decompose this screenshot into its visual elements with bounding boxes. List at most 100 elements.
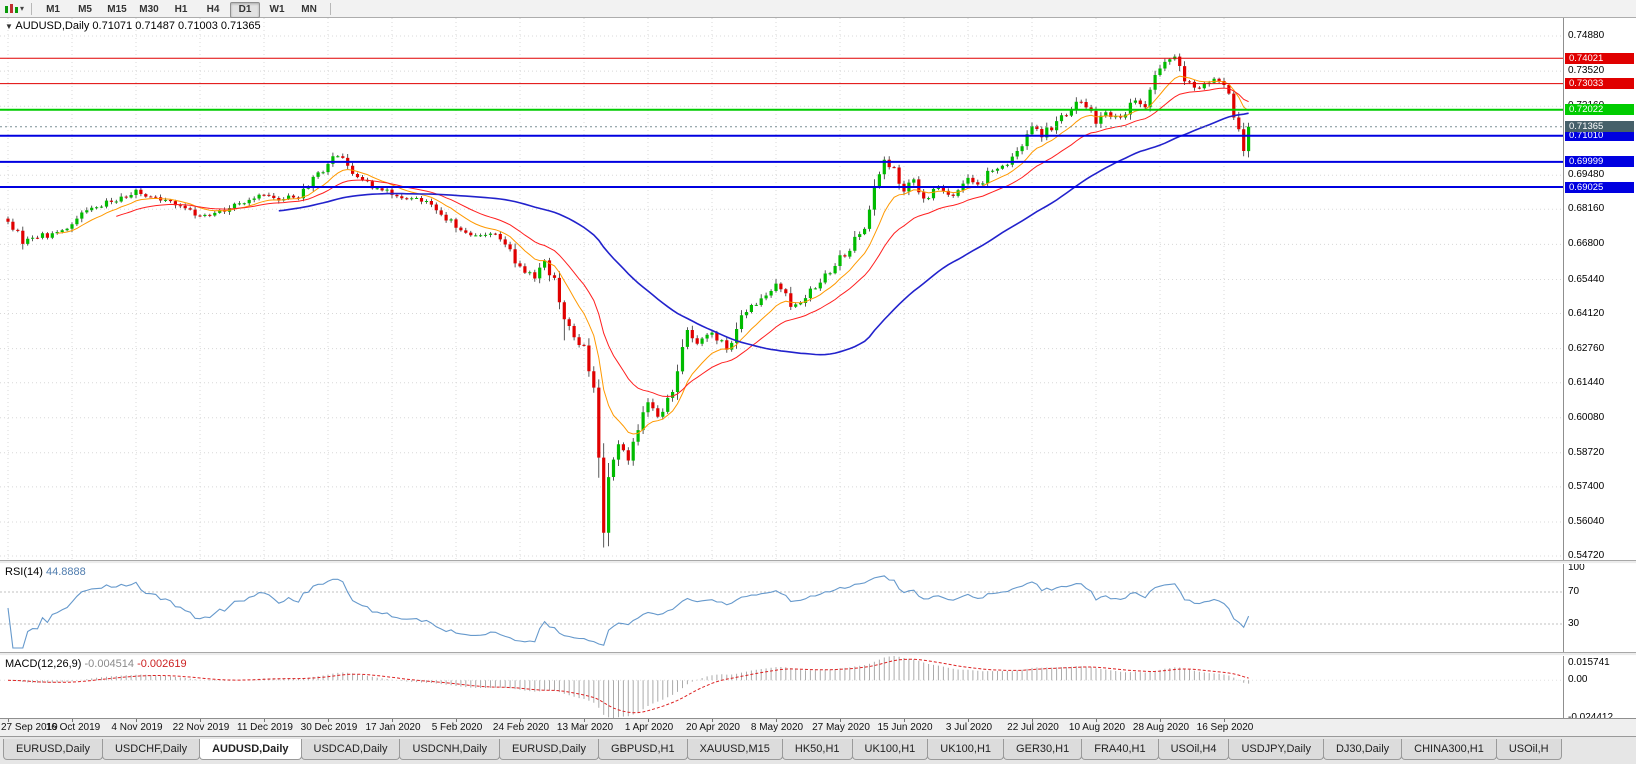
timeframe-button-m1[interactable]: M1	[46, 4, 60, 15]
date-label: 15 Jun 2020	[877, 722, 933, 733]
date-label: 8 May 2020	[750, 722, 804, 733]
date-label: 10 Aug 2020	[1068, 722, 1126, 733]
price-label: 0.73520	[1568, 65, 1605, 77]
time-tick	[520, 719, 521, 722]
chart-tab[interactable]: FRA40,H1	[1081, 739, 1159, 760]
price-line-badge: 0.71010	[1565, 130, 1634, 142]
date-label: 16 Oct 2019	[45, 722, 101, 733]
panel-splitter[interactable]	[0, 652, 1636, 656]
main-chart-canvas[interactable]	[0, 18, 1563, 560]
time-tick	[840, 719, 841, 722]
price-label: 70	[1568, 586, 1580, 597]
chart-symbol: AUDUSD,Daily	[15, 20, 90, 32]
toolbar-divider	[31, 2, 33, 15]
candlestick-chart-icon[interactable]	[4, 3, 18, 15]
price-line-badge: 0.74021	[1565, 52, 1634, 64]
main-chart-panel: ▼ AUDUSD,Daily 0.71071 0.71487 0.71003 0…	[0, 18, 1563, 560]
date-label: 13 Mar 2020	[556, 722, 614, 733]
price-line-badge: 0.72022	[1565, 104, 1634, 116]
chart-tab[interactable]: XAUUSD,M15	[686, 739, 783, 760]
chart-tab[interactable]: DJ30,Daily	[1322, 739, 1403, 760]
chart-tab[interactable]: USDCAD,Daily	[300, 739, 401, 760]
time-tick	[904, 719, 905, 722]
price-label: 0.56040	[1568, 516, 1605, 527]
time-tick	[8, 719, 9, 722]
date-label: 27 May 2020	[812, 722, 870, 733]
chart-tab[interactable]: EURUSD,Daily	[3, 739, 103, 760]
time-tick	[136, 719, 137, 722]
date-label: 16 Sep 2020	[1196, 722, 1254, 733]
price-label: 0.00	[1568, 674, 1588, 686]
macd-title: MACD(12,26,9) -0.004514 -0.002619	[5, 658, 187, 670]
rsi-canvas[interactable]	[0, 564, 1563, 652]
chart-tab[interactable]: UK100,H1	[851, 739, 929, 760]
timeframe-button-h1[interactable]: H1	[174, 4, 188, 15]
price-label: 0.65440	[1568, 273, 1605, 285]
time-tick	[264, 719, 265, 722]
date-label: 20 Apr 2020	[686, 722, 740, 733]
date-label: 24 Feb 2020	[492, 722, 550, 733]
price-label: 0.54720	[1568, 550, 1605, 561]
rsi-title: RSI(14) 44.8888	[5, 566, 86, 578]
timeframe-button-m30[interactable]: M30	[139, 4, 159, 15]
chart-tab[interactable]: USDJPY,Daily	[1228, 739, 1324, 760]
chart-dropdown-caret-icon[interactable]: ▾	[20, 4, 25, 13]
price-label: 0.66800	[1568, 238, 1605, 250]
chart-tab[interactable]: USOil,H4	[1157, 739, 1230, 760]
time-tick	[584, 719, 585, 722]
chart-tab[interactable]: HK50,H1	[781, 739, 853, 760]
macd-name: MACD(12,26,9)	[5, 658, 82, 670]
symbol-menu-caret-icon[interactable]: ▼	[5, 22, 13, 31]
macd-signal-value: -0.002619	[137, 658, 187, 670]
price-label: 0.64120	[1568, 307, 1605, 319]
macd-main-value: -0.004514	[84, 658, 135, 670]
chart-tab-active[interactable]: AUDUSD,Daily	[199, 739, 302, 760]
toolbar-divider	[330, 2, 332, 15]
price-label: 0.58720	[1568, 446, 1605, 458]
date-label: 11 Dec 2019	[237, 722, 293, 733]
chart-tab[interactable]: USDCNH,Daily	[399, 739, 501, 760]
price-axis[interactable]: 0.748800.735200.721600.694800.681600.668…	[1563, 18, 1636, 723]
chart-tab[interactable]: USDCHF,Daily	[101, 739, 201, 760]
macd-canvas[interactable]	[0, 656, 1563, 718]
chart-ohlc-values: 0.71071 0.71487 0.71003 0.71365	[92, 20, 261, 32]
panel-splitter[interactable]	[0, 560, 1636, 564]
time-tick	[392, 719, 393, 722]
price-line-badge: 0.69999	[1565, 156, 1634, 168]
price-label: 0.61440	[1568, 376, 1605, 388]
chart-tab[interactable]: CHINA300,H1	[1401, 739, 1497, 760]
price-label: 100	[1568, 562, 1585, 573]
macd-indicator-panel: MACD(12,26,9) -0.004514 -0.002619	[0, 656, 1563, 718]
date-label: 30 Dec 2019	[300, 722, 358, 733]
price-label: 0.60080	[1568, 411, 1605, 423]
chart-tab[interactable]: USOil,H	[1495, 739, 1562, 760]
timeframe-button-group: M1 M5 M15 M30 H1 H4 D1 W1 MN	[37, 0, 325, 18]
timeframe-button-mn[interactable]: MN	[301, 4, 317, 15]
chart-tab[interactable]: EURUSD,Daily	[499, 739, 599, 760]
time-tick	[1032, 719, 1033, 722]
date-label: 28 Aug 2020	[1132, 722, 1190, 733]
time-axis[interactable]: 27 Sep 2019 16 Oct 2019 4 Nov 2019 22 Nov 2…	[0, 718, 1636, 736]
rsi-name: RSI(14)	[5, 566, 43, 578]
price-label: 0.62760	[1568, 342, 1605, 354]
date-label: 5 Feb 2020	[431, 722, 483, 733]
date-label: 4 Nov 2019	[111, 722, 163, 733]
rsi-value: 44.8888	[45, 566, 86, 578]
timeframe-button-m15[interactable]: M15	[107, 4, 127, 15]
time-tick	[1160, 719, 1161, 722]
timeframe-button-m5[interactable]: M5	[78, 4, 92, 15]
chart-title: ▼ AUDUSD,Daily 0.71071 0.71487 0.71003 0…	[5, 20, 261, 32]
date-label: 3 Jul 2020	[945, 722, 993, 733]
chart-tab[interactable]: UK100,H1	[927, 739, 1005, 760]
chart-tab[interactable]: GBPUSD,H1	[598, 739, 688, 760]
time-tick	[712, 719, 713, 722]
timeframe-button-h4[interactable]: H4	[206, 4, 220, 15]
bid-price-badge: 0.71365	[1565, 121, 1634, 133]
chart-tab[interactable]: GER30,H1	[1003, 739, 1083, 760]
time-tick	[200, 719, 201, 722]
price-label: 0.69480	[1568, 169, 1605, 181]
price-line-badge: 0.69025	[1565, 181, 1634, 193]
price-label: -0.024412	[1568, 712, 1613, 723]
timeframe-button-w1[interactable]: W1	[269, 4, 285, 15]
timeframe-button-d1[interactable]: D1	[230, 2, 261, 18]
